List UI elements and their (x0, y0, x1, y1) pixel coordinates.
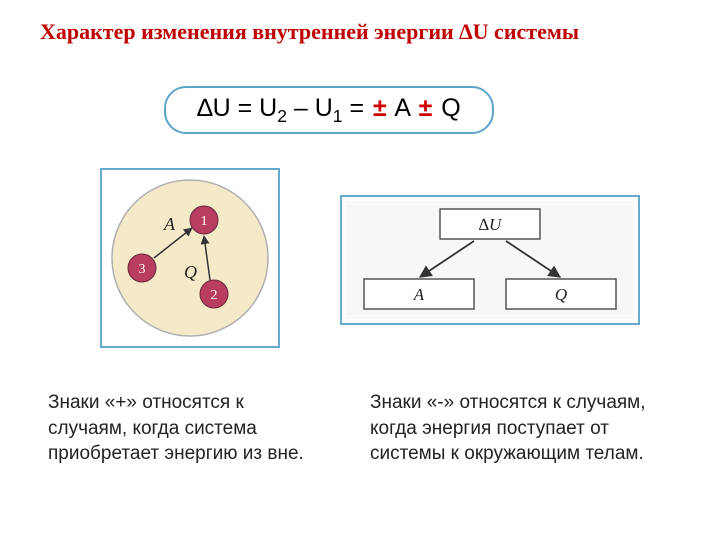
flowchart-svg: ∆U A Q (346, 201, 634, 319)
page-title: Характер изменения внутренней энергии ∆U… (40, 18, 600, 47)
svg-text:1: 1 (201, 214, 208, 229)
svg-text:Q: Q (184, 262, 197, 282)
svg-text:A: A (163, 214, 176, 234)
svg-text:∆U: ∆U (479, 215, 503, 234)
svg-text:3: 3 (139, 262, 146, 277)
formula-q: Q (434, 94, 460, 122)
svg-text:2: 2 (211, 288, 218, 303)
formula-a: A (389, 94, 417, 122)
caption-minus: Знаки «-» относятся к случаям, когда эне… (370, 390, 660, 467)
formula-pm1: ± (371, 94, 389, 122)
formula-box: ∆U = U2 – U1 = ± A ± Q (164, 86, 494, 134)
formula-mid: – U (287, 94, 333, 122)
diagram-flowchart: ∆U A Q (340, 195, 640, 325)
svg-text:A: A (413, 285, 425, 304)
formula-sub1: 1 (333, 106, 343, 126)
formula-text: ∆U = U2 – U1 = ± A ± Q (197, 94, 460, 127)
formula-sub2: 2 (277, 106, 287, 126)
formula-du: ∆U = U (197, 94, 277, 122)
formula-pm2: ± (417, 94, 435, 122)
molecules-svg: 1 2 3 A Q (106, 174, 274, 342)
formula-eq: = (343, 94, 372, 122)
svg-text:Q: Q (555, 285, 567, 304)
caption-plus: Знаки «+» относятся к случаям, когда сис… (48, 390, 318, 467)
diagram-molecules: 1 2 3 A Q (100, 168, 280, 348)
